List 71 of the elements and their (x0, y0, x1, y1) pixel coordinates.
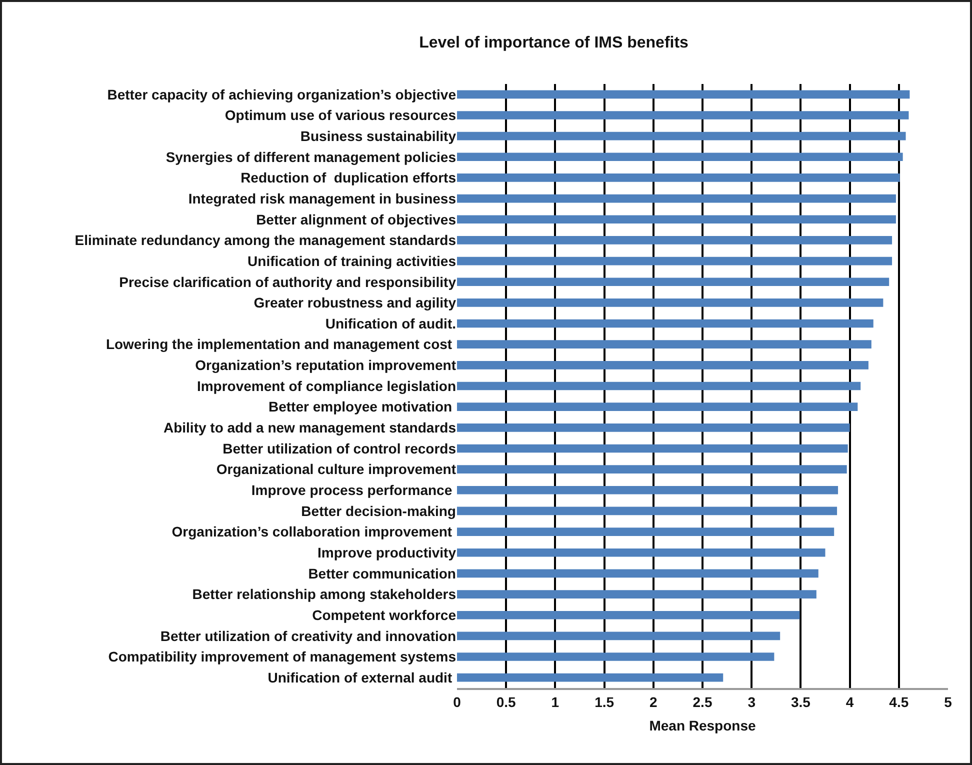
bar (457, 152, 903, 162)
x-tick-label: 0.5 (496, 694, 516, 710)
y-tick-label: Improvement of compliance legislation (196, 378, 456, 394)
y-tick-label: Integrated risk management in business (188, 190, 456, 206)
x-axis-title: Mean Response (649, 718, 756, 734)
y-tick-label: Improve productivity (318, 544, 456, 561)
y-tick-label: Better capacity of achieving organization’s objective (107, 86, 456, 102)
bar (457, 361, 868, 370)
bar (457, 319, 874, 328)
y-tick-label: Eliminate redundancy among the management standards (74, 232, 456, 248)
bar (457, 90, 910, 99)
y-tick-label: Organization’s collaboration improvement (172, 524, 456, 540)
y-tick-label: Better utilization of creativity and innovation (160, 628, 456, 644)
bar (457, 632, 780, 640)
bar (457, 298, 884, 307)
x-tick-label: 3 (748, 694, 756, 710)
x-tick-label: 3.5 (790, 694, 811, 710)
y-tick-label: Better relationship among stakeholders (192, 586, 456, 602)
bar (457, 590, 816, 598)
bar (457, 673, 724, 682)
bar (457, 111, 909, 120)
bar (457, 278, 890, 286)
y-tick-label: Unification of training activities (248, 252, 456, 269)
y-tick-label: Ability to add a new management standards (163, 420, 456, 436)
x-tick-label: 5 (944, 694, 952, 710)
bar (457, 465, 847, 474)
y-tick-label: Lowering the implementation and management cost (106, 336, 456, 352)
y-tick-label: Unification of external audit (268, 669, 456, 686)
bar (457, 132, 906, 140)
bar (457, 423, 850, 432)
x-tick-label: 2 (650, 694, 658, 710)
y-tick-label: Better utilization of control records (222, 440, 456, 456)
x-tick-label: 4 (846, 694, 854, 710)
y-tick-label: Synergies of different management policies (166, 148, 456, 165)
x-tick-label: 1 (551, 694, 560, 710)
y-tick-label: Organization’s reputation improvement (195, 357, 456, 374)
y-tick-label: Better decision-making (301, 502, 456, 519)
bar (457, 444, 848, 453)
chart-title: Level of importance of IMS benefits (419, 34, 689, 52)
bar (457, 652, 774, 661)
bar (457, 610, 800, 620)
bar (457, 569, 818, 578)
y-tick-label: Better communication (308, 565, 456, 582)
bar (457, 236, 892, 244)
bar (457, 528, 834, 536)
y-tick-label: Organizational culture improvement (216, 461, 456, 478)
y-tick-label: Business sustainability (300, 128, 456, 144)
bar (457, 256, 892, 266)
bar (457, 340, 872, 349)
bar (457, 194, 896, 203)
x-tick-label: 0 (453, 694, 462, 710)
bar (457, 215, 896, 224)
x-tick-label: 2.5 (692, 694, 712, 710)
y-tick-label: Precise clarification of authority and responsibility (119, 274, 456, 290)
y-tick-label: Greater robustness and agility (254, 294, 456, 311)
y-tick-label: Reduction of duplication efforts (240, 170, 456, 186)
y-tick-label: Optimum use of various resources (224, 107, 456, 124)
y-tick-label: Competent workforce (312, 607, 456, 623)
bar (457, 402, 858, 411)
bar (457, 174, 900, 182)
x-tick-label: 4.5 (889, 694, 909, 710)
bar (457, 548, 826, 557)
y-tick-label: Unification of audit. (325, 315, 456, 332)
y-tick-label: Better alignment of objectives (256, 211, 456, 228)
y-tick-label: Improve process performance (251, 482, 456, 498)
bar (457, 486, 838, 494)
bar (457, 506, 838, 516)
bar (457, 382, 861, 390)
x-tick-label: 1.5 (594, 694, 614, 710)
y-tick-label: Compatibility improvement of management systems (108, 648, 456, 665)
y-tick-label: Better employee motivation (268, 398, 456, 415)
